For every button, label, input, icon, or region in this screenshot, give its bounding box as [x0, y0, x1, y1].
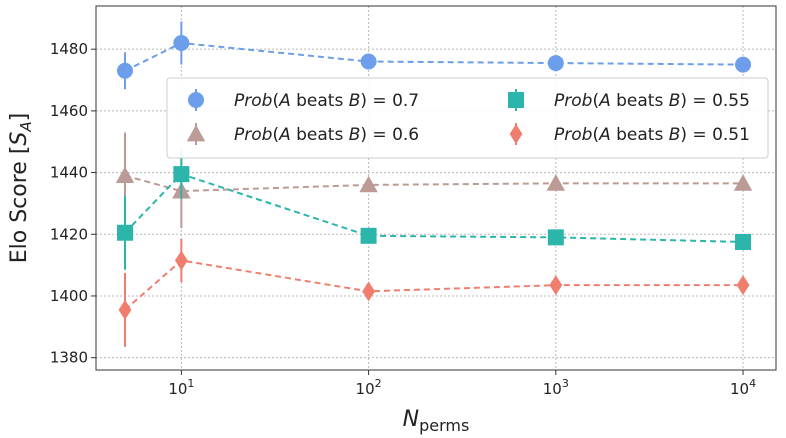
x-tick-label: 103 [543, 377, 569, 398]
legend-marker [508, 92, 524, 108]
legend-label: Prob(A beats B) = 0.6 [234, 125, 419, 145]
x-axis-label: Nperms [403, 407, 470, 435]
y-tick-label: 1440 [50, 164, 88, 182]
data-point [117, 62, 134, 79]
y-axis-label: Elo Score [SA] [7, 113, 35, 264]
y-tick-label: 1420 [50, 225, 88, 243]
legend-label: Prob(A beats B) = 0.55 [554, 91, 750, 111]
data-point [546, 174, 566, 191]
data-point [362, 281, 375, 302]
y-tick-label: 1400 [50, 287, 88, 305]
series-0 [117, 21, 752, 90]
data-point [117, 224, 134, 241]
data-point [733, 174, 753, 191]
data-point [360, 53, 377, 70]
legend-item: Prob(A beats B) = 0.7 [188, 89, 419, 111]
data-point [115, 166, 135, 184]
series-3 [118, 238, 750, 347]
x-tick-label: 104 [730, 377, 756, 398]
legend-marker [509, 124, 523, 144]
data-point [735, 56, 752, 73]
data-point [359, 175, 378, 193]
data-point [735, 233, 752, 250]
data-point [174, 250, 188, 271]
data-point [360, 227, 377, 244]
series-line [124, 172, 744, 243]
y-tick-label: 1480 [50, 40, 88, 58]
data-point [736, 275, 750, 296]
data-point [118, 299, 132, 320]
y-tick-label: 1460 [50, 102, 88, 120]
data-point [547, 55, 564, 72]
y-tick-label: 1380 [50, 349, 88, 367]
data-point [173, 35, 190, 52]
legend-item: Prob(A beats B) = 0.55 [508, 89, 750, 111]
data-point [549, 275, 563, 296]
legend-label: Prob(A beats B) = 0.51 [554, 125, 750, 145]
plot-frame [95, 5, 777, 371]
data-point [547, 229, 564, 246]
legend-box [166, 77, 769, 159]
legend-marker [186, 124, 206, 142]
legend-marker [188, 92, 204, 108]
data-point [173, 166, 190, 183]
x-tick-label: 102 [356, 377, 382, 398]
plot-area [96, 6, 776, 370]
legend-label: Prob(A beats B) = 0.7 [234, 91, 419, 111]
legend-item: Prob(A beats B) = 0.51 [509, 123, 750, 145]
x-tick-label: 101 [168, 377, 194, 398]
legend-item: Prob(A beats B) = 0.6 [186, 123, 419, 145]
